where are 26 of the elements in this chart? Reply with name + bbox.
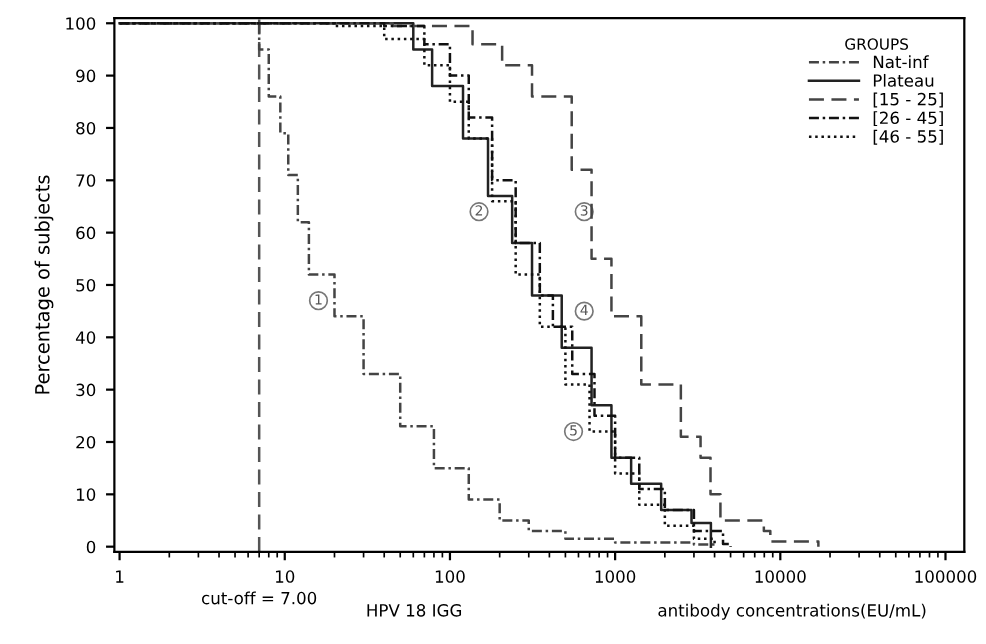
x-tick-label: 1000	[595, 570, 636, 583]
y-tick-label: 100	[66, 17, 96, 30]
y-tick-label: 30	[76, 383, 96, 397]
y-tick-label: 20	[76, 435, 96, 449]
y-tick-label: 50	[76, 278, 96, 292]
y-tick-label: 40	[75, 331, 96, 344]
legend-label: Plateau	[873, 73, 934, 87]
x-axis-title: antibody concentrations(EU/mL)	[658, 603, 926, 620]
x-tick-label: 100000	[915, 570, 977, 583]
legend-label: Nat-inf	[873, 55, 929, 69]
x-tick-label: 100	[435, 570, 465, 583]
y-tick-label: 0	[86, 540, 96, 554]
x-tick-label: 10000	[755, 570, 806, 583]
y-tick-label: 90	[76, 69, 96, 83]
text: HPV 18 IGG	[367, 604, 462, 617]
legend-label: [46 - 55]	[873, 129, 943, 145]
legend-label: [26 - 45]	[873, 111, 943, 127]
y-tick-label: 60	[76, 226, 96, 240]
y-tick-label: 10	[76, 488, 96, 501]
x-tick-label: 1	[116, 570, 124, 583]
ref-line-label: cut-off = 7.00	[202, 591, 317, 605]
x-tick-label: 10	[275, 570, 295, 583]
y-tick-label: 70	[76, 174, 96, 187]
legend-label: [15 - 25]	[873, 92, 943, 108]
y-axis-title: Percentage of subjects	[34, 175, 54, 394]
y-tick-label: 80	[76, 121, 96, 135]
